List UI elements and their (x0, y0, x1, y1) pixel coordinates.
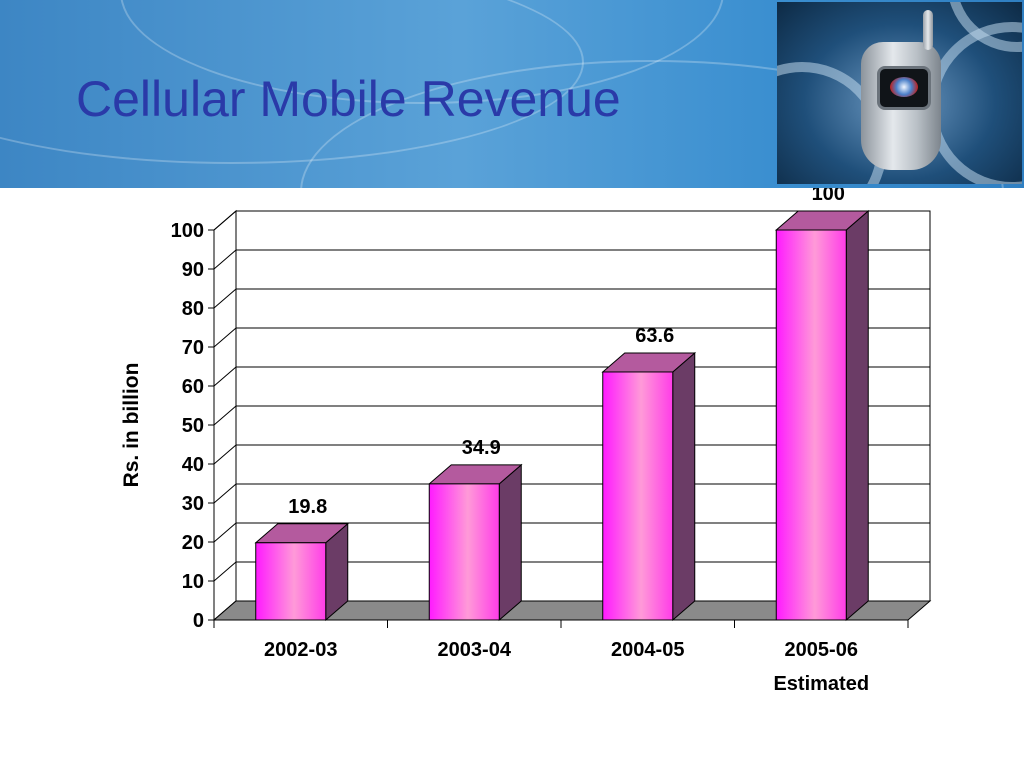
bars-layer (254, 209, 870, 622)
y-tick-label: 100 (171, 220, 204, 242)
y-tick-label: 30 (182, 493, 204, 515)
y-tick-label: 90 (182, 259, 204, 281)
y-axis-label: Rs. in billion (120, 363, 143, 488)
gridline (213, 366, 930, 387)
bar-front (255, 542, 327, 621)
bar-front (775, 229, 847, 621)
bar-front (428, 483, 500, 621)
y-tick-label: 50 (182, 415, 204, 437)
bar-front (602, 371, 674, 621)
bar (254, 522, 350, 622)
gridline (213, 561, 930, 582)
gridline (213, 405, 930, 426)
gridline (213, 210, 930, 231)
y-tick-label: 70 (182, 337, 204, 359)
x-tick-label: 2002-03 (264, 639, 337, 661)
y-tick-label: 0 (193, 610, 204, 632)
gridline (213, 522, 930, 543)
data-label: 19.8 (288, 496, 327, 518)
y-tick-label: 40 (182, 454, 204, 476)
revenue-bar-chart: 0 10 20 30 40 50 60 70 80 90 100 19.8 2002-03 34.9 200… (120, 188, 932, 695)
bar-side (498, 463, 522, 622)
slide-title: Cellular Mobile Revenue (76, 71, 621, 127)
x-tick-sublabel: Estimated (773, 673, 869, 695)
bar-side (672, 351, 696, 622)
bar-side (845, 209, 869, 622)
bar (601, 351, 697, 622)
gridline (213, 327, 930, 348)
data-label: 63.6 (635, 325, 674, 347)
y-tick-label: 20 (182, 532, 204, 554)
gridline (213, 483, 930, 504)
x-tick-label: 2004-05 (611, 639, 684, 661)
data-label: 34.9 (462, 437, 501, 459)
y-tick-label: 80 (182, 298, 204, 320)
mobile-phone-image (777, 2, 1022, 184)
y-tick-label: 60 (182, 376, 204, 398)
gridline (213, 444, 930, 465)
gridline (213, 249, 930, 270)
x-tick-label: 2003-04 (438, 639, 512, 661)
bar (427, 463, 523, 622)
gridline (213, 288, 930, 309)
slide-header: Cellular Mobile Revenue (0, 0, 1024, 188)
data-label: 100 (812, 188, 845, 205)
x-tick-label: 2005-06 (785, 639, 858, 661)
labels-layer: 0 10 20 30 40 50 60 70 80 90 100 19.8 2002-03 34.9 200… (171, 188, 869, 695)
bar (774, 209, 870, 622)
y-tick-label: 10 (182, 571, 204, 593)
